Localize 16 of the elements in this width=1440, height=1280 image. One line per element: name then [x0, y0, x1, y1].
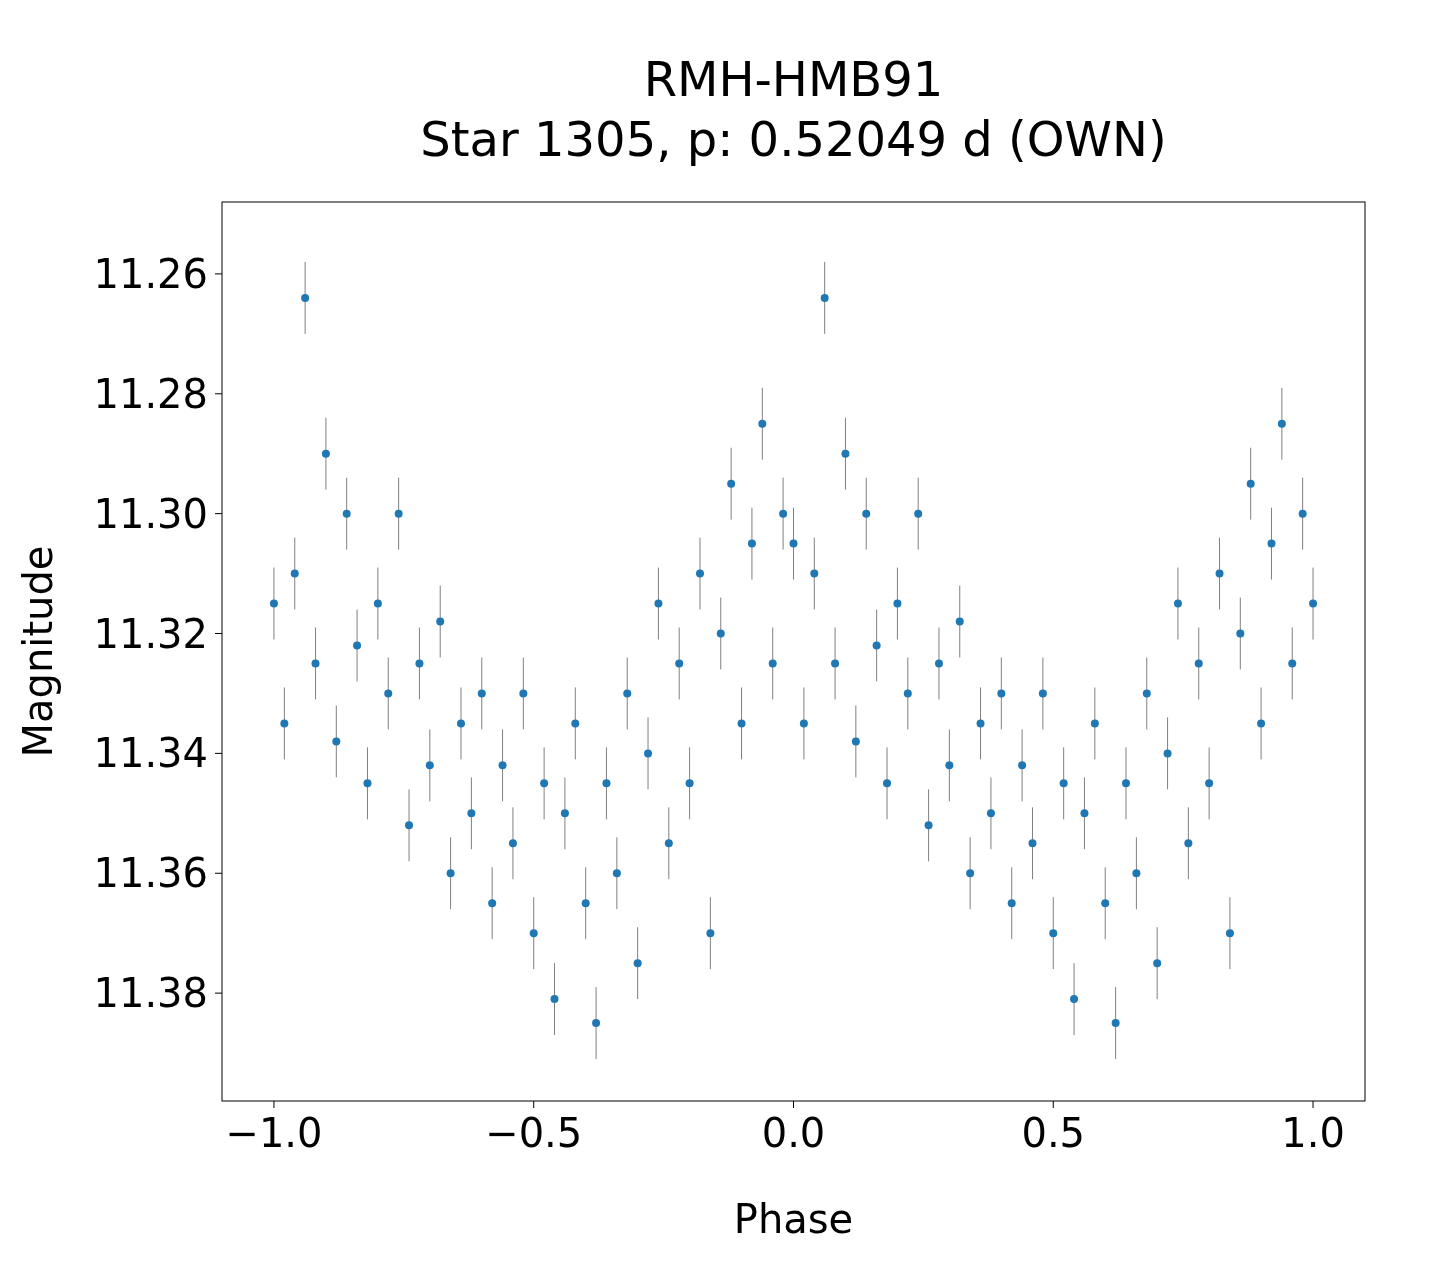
x-tick-label: 1.0	[1281, 1110, 1345, 1156]
y-tick-label: 11.32	[93, 610, 208, 657]
x-axis-title: Phase	[733, 1196, 854, 1242]
chart-subtitle: Star 1305, p: 0.52049 d (OWN)	[420, 111, 1167, 167]
y-tick-label: 11.26	[93, 250, 208, 297]
y-tick-label: 11.36	[93, 850, 208, 897]
y-tick-label: 11.30	[93, 490, 208, 537]
x-tick-label: 0.0	[761, 1110, 826, 1156]
x-tick-label: 0.5	[1021, 1110, 1086, 1156]
y-tick-label: 11.38	[93, 970, 208, 1017]
x-tick-label: −1.0	[225, 1110, 323, 1156]
y-axis-title: Magnitude	[15, 545, 61, 758]
y-tick-label: 11.28	[93, 370, 208, 417]
chart-title: RMH-HMB91	[643, 51, 944, 107]
y-tick-label: 11.34	[93, 730, 208, 777]
x-tick-label: −0.5	[485, 1110, 583, 1156]
